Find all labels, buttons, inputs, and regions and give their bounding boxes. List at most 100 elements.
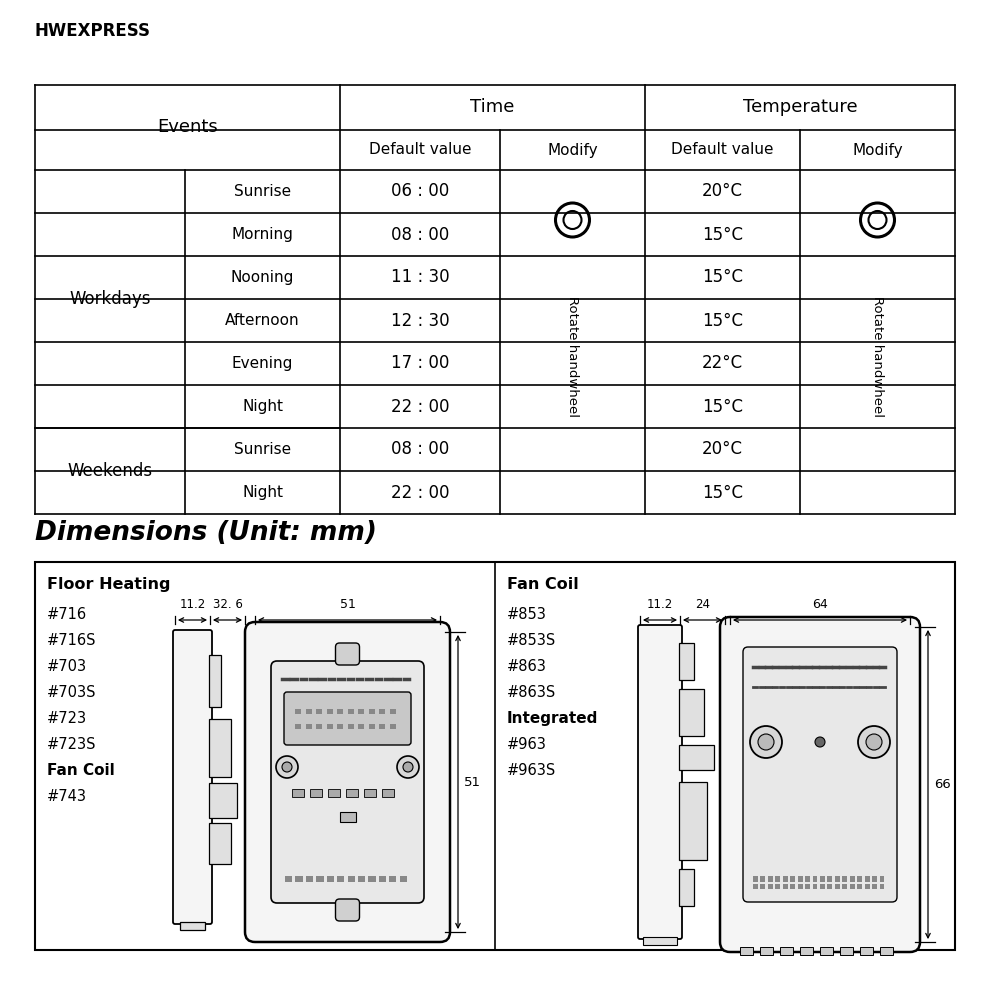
Text: #863S: #863S	[507, 685, 556, 700]
Text: HWEXPRESS: HWEXPRESS	[35, 22, 151, 40]
Bar	[753, 884, 758, 889]
Bar	[358, 709, 364, 714]
Bar	[783, 884, 787, 889]
Bar	[295, 876, 303, 882]
Bar	[850, 884, 855, 889]
Text: Workdays: Workdays	[69, 290, 151, 308]
Text: Nooning: Nooning	[231, 270, 294, 285]
Bar	[305, 724, 312, 729]
Text: 24: 24	[695, 598, 710, 611]
Text: #963S: #963S	[507, 763, 556, 778]
Bar	[834, 876, 839, 882]
Text: Modify: Modify	[547, 143, 598, 157]
Bar	[209, 655, 221, 707]
Text: Modify: Modify	[852, 143, 902, 157]
Circle shape	[750, 726, 782, 758]
FancyBboxPatch shape	[336, 643, 359, 665]
Bar	[337, 709, 343, 714]
Bar	[872, 884, 877, 889]
Circle shape	[282, 762, 292, 772]
Bar	[820, 947, 833, 955]
Bar	[337, 724, 343, 729]
Bar	[850, 876, 855, 882]
Text: #703: #703	[47, 659, 88, 674]
Text: 15°C: 15°C	[702, 225, 743, 243]
Bar	[209, 719, 231, 777]
Bar	[860, 947, 873, 955]
Circle shape	[403, 762, 413, 772]
FancyBboxPatch shape	[720, 617, 920, 952]
Text: 51: 51	[464, 775, 481, 788]
Bar	[316, 709, 323, 714]
Text: 20°C: 20°C	[702, 441, 743, 459]
Text: Floor Heating: Floor Heating	[47, 577, 170, 592]
Bar	[390, 724, 396, 729]
Text: #723S: #723S	[47, 737, 96, 752]
Bar	[316, 876, 324, 882]
Bar	[865, 876, 870, 882]
Bar	[358, 724, 364, 729]
Bar	[768, 876, 772, 882]
Bar	[389, 876, 397, 882]
Bar	[358, 876, 365, 882]
Text: Evening: Evening	[232, 356, 293, 371]
Bar	[775, 876, 780, 882]
Bar	[842, 884, 847, 889]
Bar	[813, 884, 818, 889]
Bar	[768, 884, 772, 889]
Text: Integrated: Integrated	[507, 711, 598, 726]
Bar	[310, 789, 322, 797]
Text: 15°C: 15°C	[702, 398, 743, 415]
Text: 17 : 00: 17 : 00	[391, 354, 449, 373]
Bar	[761, 884, 766, 889]
Bar	[798, 876, 803, 882]
Circle shape	[276, 756, 298, 778]
Circle shape	[758, 734, 774, 750]
Text: 15°C: 15°C	[702, 312, 743, 330]
Bar	[285, 876, 292, 882]
Text: 20°C: 20°C	[702, 182, 743, 201]
Bar	[775, 884, 780, 889]
Text: Rotate handwheel: Rotate handwheel	[566, 296, 579, 417]
Bar	[783, 876, 787, 882]
Text: Fan Coil: Fan Coil	[507, 577, 579, 592]
Text: #743: #743	[47, 789, 87, 804]
Text: #703S: #703S	[47, 685, 96, 700]
Bar	[880, 876, 885, 882]
Text: Sunrise: Sunrise	[234, 442, 291, 457]
Text: 11.2: 11.2	[179, 598, 206, 611]
Text: 64: 64	[812, 598, 828, 611]
Text: 06 : 00: 06 : 00	[391, 182, 449, 201]
Text: 66: 66	[934, 778, 951, 791]
Bar	[327, 709, 333, 714]
Text: 15°C: 15°C	[702, 269, 743, 286]
Text: 51: 51	[339, 598, 355, 611]
Bar	[872, 876, 877, 882]
Bar	[347, 709, 354, 714]
Bar	[865, 884, 870, 889]
Text: #853: #853	[507, 607, 547, 622]
Bar	[798, 884, 803, 889]
Bar	[820, 876, 825, 882]
Text: #863: #863	[507, 659, 547, 674]
Bar	[346, 789, 358, 797]
Bar	[840, 947, 853, 955]
Text: 08 : 00: 08 : 00	[391, 441, 449, 459]
Bar	[679, 782, 707, 859]
Text: 32. 6: 32. 6	[213, 598, 242, 611]
Bar	[880, 884, 885, 889]
Text: 12 : 30: 12 : 30	[391, 312, 450, 330]
Bar	[842, 876, 847, 882]
Text: Events: Events	[157, 118, 217, 137]
Text: 08 : 00: 08 : 00	[391, 225, 449, 243]
Bar	[295, 724, 301, 729]
Bar	[209, 824, 231, 864]
FancyBboxPatch shape	[638, 625, 682, 939]
Text: Default value: Default value	[671, 143, 773, 157]
Text: Time: Time	[470, 98, 515, 116]
Bar	[305, 709, 312, 714]
Text: 22 : 00: 22 : 00	[391, 398, 450, 415]
FancyBboxPatch shape	[271, 661, 424, 903]
Bar	[805, 884, 810, 889]
Circle shape	[815, 737, 825, 747]
